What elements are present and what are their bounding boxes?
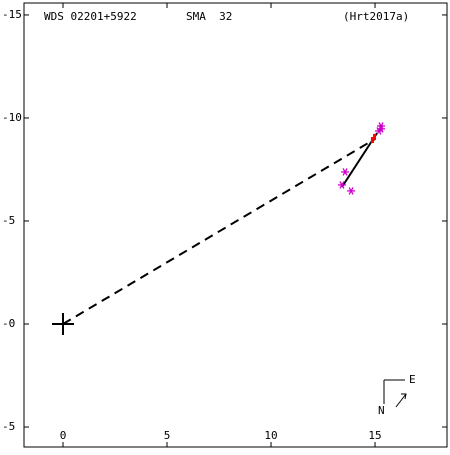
point [52, 312, 75, 335]
point [347, 187, 356, 195]
asterisk-stroke [348, 187, 354, 195]
x-tick-label: 0 [60, 429, 67, 442]
point [374, 127, 383, 135]
orbit-line [62, 138, 376, 325]
compass-arrow-head [401, 393, 407, 400]
point [373, 133, 377, 140]
point [341, 168, 350, 176]
compass-east: E [409, 373, 416, 386]
compass: E N [378, 373, 416, 417]
y-tick-label: -5 [2, 420, 15, 433]
y-tick-label: -5 [2, 214, 15, 227]
x-tick-label: 15 [368, 429, 381, 442]
x-tick-label: 10 [264, 429, 277, 442]
point [337, 181, 346, 189]
compass-north: N [378, 404, 385, 417]
dash-mark [373, 133, 377, 140]
frame [23, 2, 448, 448]
dash-mark [370, 137, 374, 144]
x-tick-label: 5 [164, 429, 171, 442]
point [370, 137, 374, 144]
y-tick-label: -0 [2, 317, 15, 330]
y-tick-label: -10 [2, 111, 22, 124]
reference: (Hrt2017a) [343, 10, 409, 23]
y-tick-label: -15 [2, 8, 22, 21]
chart-subtitle: SMA 32 [186, 10, 232, 23]
asterisk-stroke [376, 127, 382, 135]
chart-title: WDS 02201+5922 [44, 10, 137, 23]
asterisk-stroke [339, 181, 345, 189]
compass-arrow [395, 393, 407, 408]
asterisk-stroke [342, 168, 348, 176]
